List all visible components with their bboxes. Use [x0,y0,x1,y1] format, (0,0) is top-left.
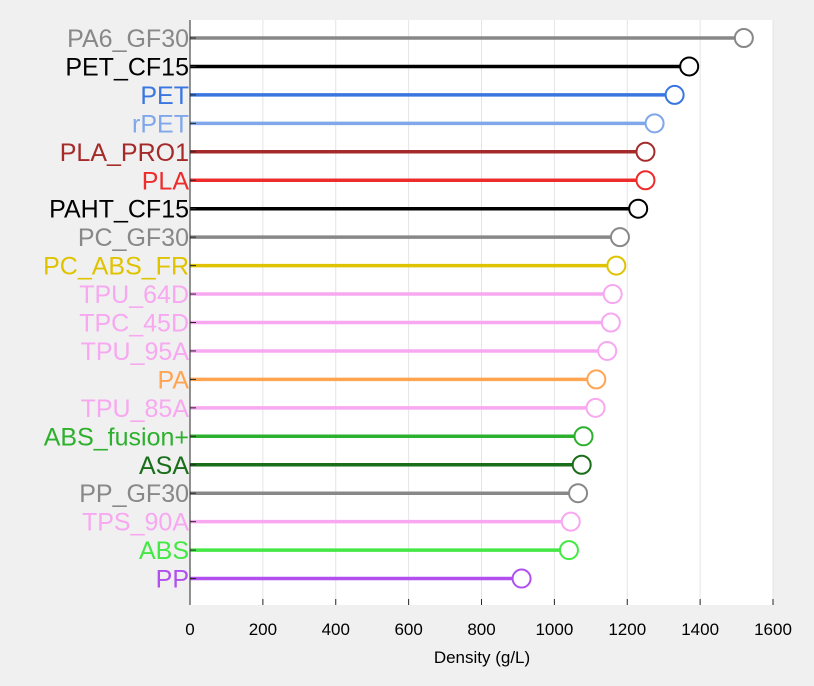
marker [600,312,621,333]
category-label: PLA [142,167,190,195]
marker [571,454,592,475]
marker-layer [511,28,754,589]
marker [664,84,685,105]
category-label: PET_CF15 [65,53,189,81]
category-label: TPS_90A [82,509,189,537]
category-label: PET [140,82,189,110]
category-label: PP_GF30 [79,480,189,508]
x-tick-label: 1600 [754,620,792,639]
marker [558,540,579,561]
category-label: TPC_45D [79,310,189,338]
category-label: PP [156,566,189,594]
category-label: PLA_PRO1 [60,139,189,167]
category-label-layer: PA6_GF30PET_CF15PETrPETPLA_PRO1PLAPAHT_C… [43,25,196,594]
marker [586,369,607,390]
x-tick-label: 1000 [535,620,573,639]
x-tick-label: 400 [322,620,350,639]
marker [560,511,581,532]
marker [679,56,700,77]
marker [585,397,606,418]
category-label: TPU_95A [81,338,190,366]
category-label: PC_GF30 [78,224,189,252]
x-tick-layer: 0 200 400 600 800 1000 1200 1400 1600 [185,599,792,639]
marker [573,426,594,447]
x-tick-label: 1400 [681,620,719,639]
marker [733,28,754,48]
category-label: PA [158,366,190,394]
x-axis-label: Density (g/L) [434,648,530,667]
category-label: PC_ABS_FR [43,253,189,281]
marker [609,227,630,248]
category-label: TPU_85A [81,395,190,423]
marker [597,340,618,361]
grid-layer [262,20,774,605]
category-label: PAHT_CF15 [49,196,189,224]
marker [635,141,656,162]
category-label: PA6_GF30 [67,25,189,53]
stem-layer [190,36,744,581]
x-tick-label: 1200 [608,620,646,639]
marker [568,483,589,504]
marker [606,255,627,276]
category-label: ABS [139,537,189,565]
x-tick-label: 0 [185,620,194,639]
x-tick-label: 600 [394,620,422,639]
x-tick-label: 200 [249,620,277,639]
category-label: TPU_64D [79,281,189,309]
marker [635,170,656,191]
x-tick-label: 800 [467,620,495,639]
marker [511,568,532,589]
category-label: ABS_fusion+ [44,423,189,451]
marker [628,198,649,219]
category-label: rPET [132,110,189,138]
category-label: ASA [139,452,189,480]
marker [602,284,623,305]
marker [644,113,665,134]
